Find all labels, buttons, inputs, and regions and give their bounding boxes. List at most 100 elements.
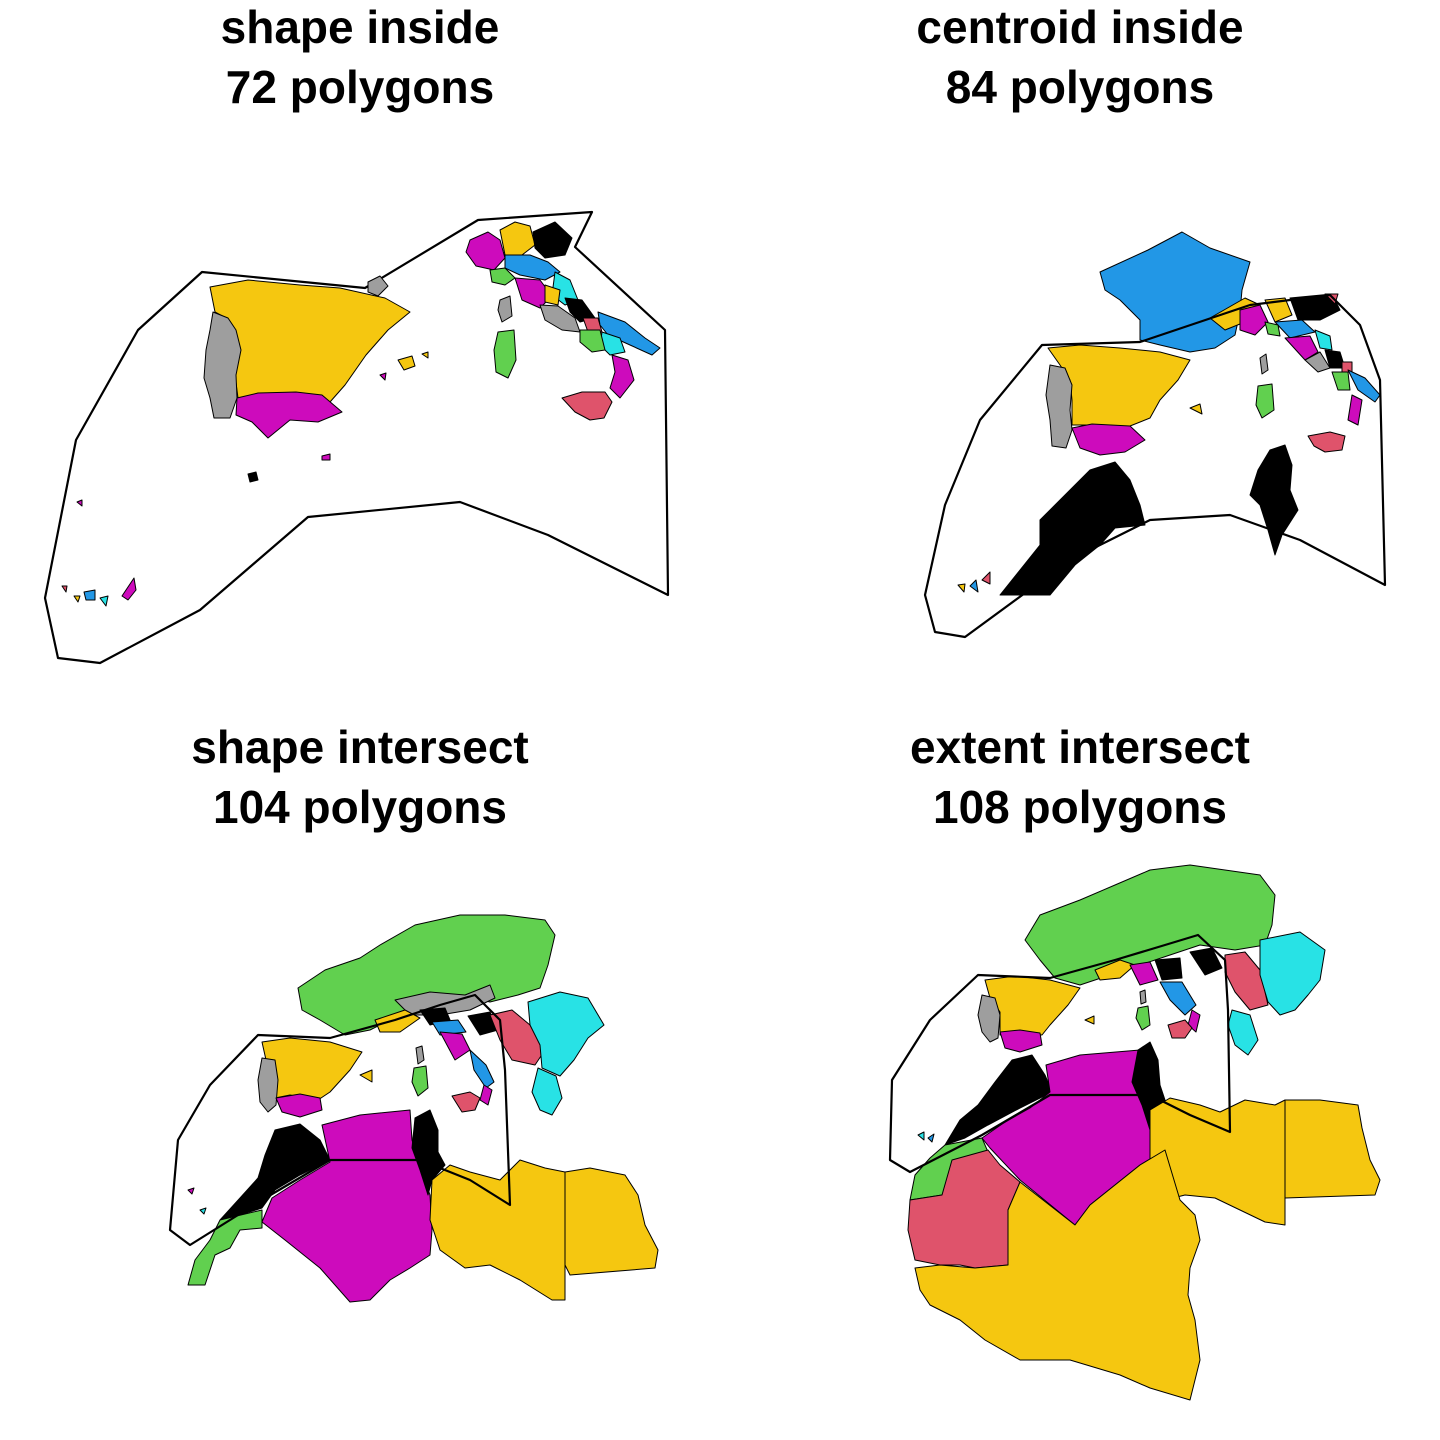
panel-subtitle: 104 polygons [213, 781, 507, 833]
region-canary-2 [199, 1207, 207, 1215]
panel-shape-inside: shape inside 72 polygons [0, 0, 720, 720]
region-italy-piedmont [1239, 304, 1269, 336]
panel-title: shape inside [220, 1, 500, 53]
region-italy-south [469, 1049, 495, 1089]
panel-title: extent intersect [909, 721, 1250, 773]
region-italy-apulia [1347, 369, 1381, 403]
region-alps [394, 984, 496, 1016]
region-apulia [597, 311, 661, 356]
region-canary-1 [83, 589, 96, 601]
region-france-germany [1024, 864, 1276, 986]
region-canary-1 [917, 1131, 925, 1141]
region-canary-5 [73, 595, 81, 603]
region-portugal [1045, 364, 1073, 449]
region-western-sahara [187, 1209, 263, 1286]
region-slovenia [1189, 947, 1223, 976]
region-morocco [219, 1123, 331, 1221]
region-balearic [1189, 403, 1203, 415]
region-canary-2 [969, 579, 979, 593]
region-italy-nw [1094, 959, 1136, 981]
selection-shape [888, 933, 1232, 1174]
map [923, 231, 1387, 639]
region-italy-blue [431, 1019, 467, 1036]
region-lombardy [499, 221, 536, 256]
region-tunisia [1249, 444, 1299, 556]
region-libya [429, 1159, 566, 1301]
region-morocco [944, 1054, 1053, 1146]
region-italy-molise [1341, 361, 1353, 373]
region-sardinia [1255, 383, 1275, 419]
region-italy-lomb [1264, 297, 1293, 323]
region-north-gray [367, 275, 389, 297]
region-france [1099, 231, 1251, 353]
region-corsica [497, 295, 513, 323]
panel-subtitle: 108 polygons [933, 781, 1227, 833]
region-canary-2 [99, 595, 109, 607]
panel-title: centroid inside [916, 1, 1244, 53]
region-canary-4 [61, 585, 68, 593]
region-spain [209, 279, 411, 403]
region-sicily [561, 391, 613, 421]
region-greece [531, 1067, 563, 1116]
region-sardinia [411, 1065, 429, 1097]
region-egypt [564, 1167, 659, 1276]
region-small [379, 372, 387, 381]
selection-shape [43, 210, 670, 665]
region-italy-magenta [439, 1031, 471, 1061]
region-emilia [504, 254, 561, 281]
region-madeira [76, 499, 83, 507]
region-calabria [479, 1084, 493, 1106]
region-liguria [489, 267, 516, 286]
region-portugal [203, 311, 242, 419]
region-mali-niger [914, 1149, 1201, 1401]
region-corsica [1139, 989, 1147, 1005]
region-campania [579, 329, 606, 353]
panel-extent-intersect: extent intersect 108 polygons [720, 720, 1440, 1440]
region-bulgaria [527, 991, 605, 1077]
panel-subtitle: 84 polygons [945, 61, 1215, 113]
region-canary-3 [121, 577, 137, 601]
panel-title: shape intersect [191, 721, 529, 773]
region-canary-3 [981, 571, 991, 585]
region-sicily [1307, 431, 1346, 453]
region-corsica [1259, 353, 1269, 375]
region-canary-2 [927, 1133, 935, 1143]
selection-shape [168, 993, 512, 1247]
region-egypt [1284, 1099, 1381, 1199]
region-italy-magenta [1129, 961, 1159, 986]
region-balearic [397, 355, 416, 371]
region-corsica [415, 1045, 425, 1065]
region-france-germany [297, 914, 556, 1036]
region-melilla [321, 453, 331, 461]
region-algeria [261, 1109, 433, 1303]
region-italy-campania [1331, 371, 1351, 391]
region-black-small [247, 471, 259, 483]
region-italy-fvg [1324, 293, 1339, 305]
region-italy-blue [1159, 981, 1197, 1016]
region-balearic [1084, 1015, 1095, 1025]
map [43, 210, 670, 665]
region-andalusia [1071, 423, 1146, 456]
region-andalusia [235, 391, 343, 439]
region-italy-marche [1314, 329, 1333, 351]
region-mauritania [907, 1149, 1021, 1269]
region-morocco [999, 461, 1146, 596]
region-bulgaria [1259, 931, 1326, 1016]
region-italy-liguria [1264, 321, 1281, 337]
region-calabria [609, 354, 635, 399]
map [720, 720, 1381, 1401]
region-greece [1227, 1009, 1259, 1056]
region-italy-tuscany [1284, 335, 1319, 361]
panel-subtitle: 72 polygons [225, 61, 495, 113]
region-piedmont [465, 231, 506, 271]
panel-centroid-inside: centroid inside 84 polygons [720, 0, 1440, 720]
region-veneto [532, 221, 573, 259]
selection-shape [923, 293, 1387, 639]
region-andalusia [275, 1093, 323, 1118]
region-balearic-2 [421, 351, 429, 359]
region-andalusia [999, 1029, 1043, 1053]
region-italy-emilia [1274, 319, 1316, 339]
region-sicily [1167, 1019, 1193, 1039]
region-balearic [359, 1069, 373, 1083]
region-canary-1 [957, 583, 966, 593]
